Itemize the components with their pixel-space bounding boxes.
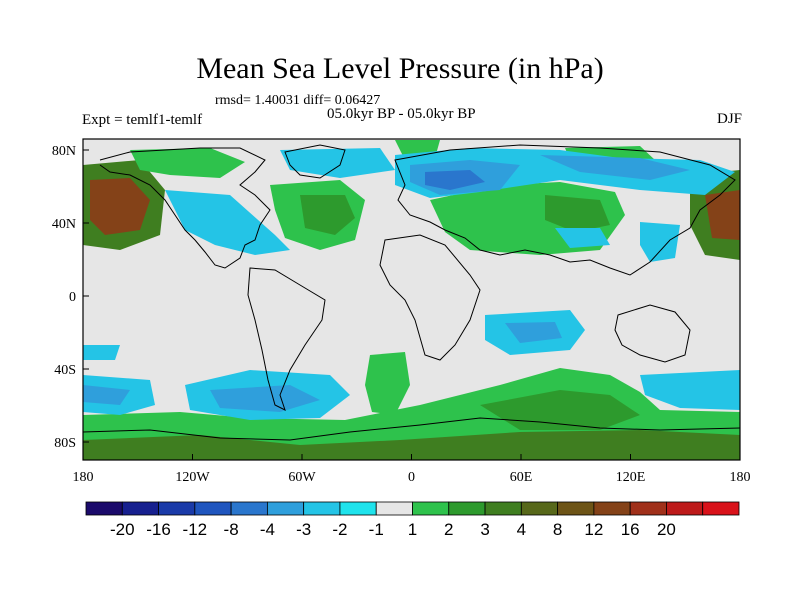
coastline-eurasia — [394, 144, 736, 276]
anomaly-region-indian-ocean-low-core — [505, 322, 562, 343]
coastline-south-america — [247, 267, 326, 411]
anomaly-region-north-pacific-high-core — [90, 178, 150, 235]
colorbar-swatch — [557, 501, 595, 516]
colorbar-label: -12 — [183, 520, 208, 539]
negative-anomaly-regions — [83, 148, 740, 420]
colorbar-label: -8 — [224, 520, 239, 539]
anomaly-region-arctic-atlantic — [130, 148, 245, 178]
lon-tick-label: 0 — [408, 470, 415, 485]
colorbar-swatch — [520, 501, 559, 516]
lon-tick-label: 60W — [288, 470, 316, 485]
map-title: Mean Sea Level Pressure (in hPa) — [196, 52, 604, 85]
colorbar-label: -20 — [110, 520, 135, 539]
anomaly-region-southern-ocean-core — [480, 390, 640, 430]
anomaly-region-south-west-low-core — [83, 385, 130, 405]
colorbar-swatch — [266, 501, 305, 516]
longitude-axis: 180 120W 60W 0 60E 120E 180 — [73, 454, 751, 485]
colorbar-label: 16 — [621, 520, 640, 539]
anomaly-region-south-east-low — [640, 370, 740, 410]
coastline-africa — [379, 234, 481, 361]
lon-tick-label: 120W — [175, 470, 210, 485]
anomaly-region-siberian-low-east — [540, 155, 690, 180]
colorbar-swatch — [194, 501, 232, 516]
colorbar-swatch — [303, 501, 341, 516]
colorbar-label: -1 — [369, 520, 384, 539]
colorbar-swatch — [593, 501, 631, 516]
colorbar-swatch — [339, 501, 377, 516]
map-panel — [83, 139, 740, 460]
lon-tick-label: 60E — [510, 470, 533, 485]
colorbar-swatch — [230, 501, 268, 516]
anomaly-region-antarctic — [83, 430, 740, 460]
colorbar-label: 2 — [444, 520, 453, 539]
anomaly-region-arctic-ocean-low — [280, 148, 395, 178]
lat-tick-label: 0 — [69, 290, 76, 305]
colorbar-label: 12 — [584, 520, 603, 539]
colorbar-swatch — [702, 501, 740, 516]
lon-tick-label: 120E — [616, 470, 646, 485]
colorbar-swatch — [85, 501, 123, 516]
season-label: DJF — [716, 111, 742, 127]
colorbar-label: 4 — [517, 520, 526, 539]
colorbar-label: -2 — [332, 520, 347, 539]
colorbar: -20 -16 -12 -8 -4 -3 -2 -1 1 2 3 4 8 12 16 20 — [85, 501, 740, 539]
latitude-axis: 80N 40N 0 40S 80S — [52, 144, 89, 451]
colorbar-swatch — [448, 501, 486, 516]
experiment-label: Expt = temlf1-temlf — [82, 112, 203, 128]
anomaly-region-central-asia-core — [545, 195, 610, 232]
anomaly-region-south-atlantic — [365, 352, 410, 415]
colorbar-label: -16 — [146, 520, 171, 539]
lon-tick-label: 180 — [730, 470, 751, 485]
colorbar-swatch — [412, 501, 450, 516]
colorbar-label: 3 — [480, 520, 489, 539]
colorbar-label: 8 — [553, 520, 562, 539]
lat-tick-label: 80S — [54, 436, 76, 451]
colorbar-label: 20 — [657, 520, 676, 539]
colorbar-swatch — [375, 501, 413, 516]
lat-tick-label: 40N — [52, 217, 76, 232]
colorbar-swatch — [629, 501, 667, 516]
coastlines — [83, 144, 740, 441]
anomaly-region-siberian-low-core — [425, 170, 485, 190]
anomaly-region-tibet-low — [555, 228, 610, 248]
anomaly-region-north-atlantic-core — [300, 195, 355, 235]
colorbar-label: -4 — [260, 520, 275, 539]
anomaly-region-south-pacific-low-core — [210, 385, 320, 412]
colorbar-swatch — [121, 501, 159, 516]
lon-tick-label: 180 — [73, 470, 94, 485]
colorbar-swatch — [666, 501, 704, 516]
coastline-north-america — [99, 147, 271, 269]
coastline-greenland — [284, 144, 346, 179]
lat-tick-label: 80N — [52, 144, 76, 159]
colorbar-swatch — [158, 501, 196, 516]
colorbar-swatch — [484, 501, 522, 516]
rmsd-diff-stats: rmsd= 1.40031 diff= 0.06427 — [215, 93, 381, 108]
anomaly-region-north-america-low — [165, 190, 290, 255]
period-label: 05.0kyr BP - 05.0kyr BP — [327, 106, 476, 122]
colorbar-label: -3 — [296, 520, 311, 539]
anomaly-region-east-asia-low — [640, 222, 680, 262]
lat-tick-label: 40S — [54, 363, 76, 378]
colorbar-label: 1 — [408, 520, 417, 539]
coastline-antarctica — [83, 417, 740, 441]
coastline-australia — [614, 304, 691, 363]
anomaly-region-west-pacific-core — [705, 190, 740, 240]
anomaly-region-tasman-low — [83, 345, 120, 360]
